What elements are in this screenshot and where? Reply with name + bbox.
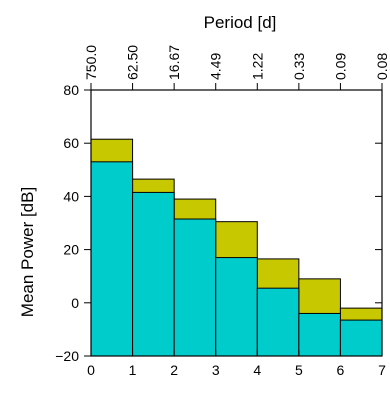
bars-group [90,138,383,357]
bar-series0-bin1 [132,191,175,357]
bar-series0-bin5 [298,312,341,357]
bar-series0-bin3 [215,257,258,357]
top-tick-label: 62.50 [125,45,141,80]
top-axis-title: Period [d] [204,13,277,32]
top-tick-label: 750.0 [83,45,99,80]
y-tick-label: 80 [63,82,79,98]
y-tick-label: −20 [55,348,79,364]
top-tick-label: 16.67 [166,45,182,80]
top-tick-label: 0.08 [374,53,390,80]
bar-series0-bin2 [173,218,217,357]
x-tick-label: 7 [378,362,386,378]
y-tick-label: 60 [63,135,79,151]
top-tick-label: 0.33 [291,53,307,80]
x-tick-label: 3 [212,362,220,378]
y-tick-label: 40 [63,188,79,204]
x-tick-label: 0 [87,362,95,378]
x-tick-label: 4 [253,362,261,378]
bar-series0-bin6 [339,319,383,357]
top-tick-label: 4.49 [208,53,224,80]
bar-series0-bin0 [90,161,134,357]
x-tick-label: 6 [337,362,345,378]
x-tick-label: 2 [170,362,178,378]
top-tick-label: 1.22 [249,53,265,80]
x-tick-label: 5 [295,362,303,378]
y-axis-title: Mean Power [dB] [18,187,37,317]
x-tick-label: 1 [129,362,137,378]
y-tick-label: 0 [71,295,79,311]
bar-series0-bin4 [256,287,300,357]
plot-frame [90,89,383,357]
y-tick-label: 20 [63,242,79,258]
top-tick-label: 0.09 [332,53,348,80]
